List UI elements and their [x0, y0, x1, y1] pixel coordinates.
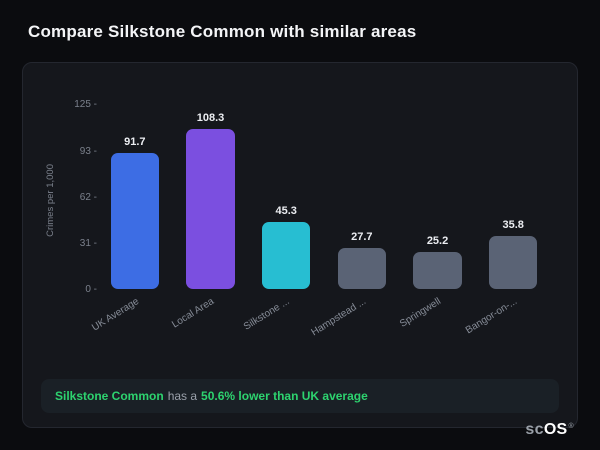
y-tick-label: 0 -	[85, 284, 97, 295]
bar-value-label: 35.8	[502, 219, 524, 232]
bar-value-label: 91.7	[124, 136, 146, 149]
y-axis-title-wrap: Crimes per 1,000	[45, 108, 56, 293]
scos-logo: scOS®	[525, 421, 574, 439]
page-title: Compare Silkstone Common with similar ar…	[28, 22, 417, 41]
chart-card: Crimes per 1,000 0 - 31 - 62 - 93 - 125 - 91…	[22, 62, 578, 428]
y-tick-label: 31 -	[79, 238, 97, 250]
bar-group: 45.3 Silkstone ...	[242, 104, 318, 333]
bar-group: 108.3 Local Area	[170, 104, 243, 330]
bar-value-label: 108.3	[196, 111, 225, 124]
bar-group: 27.7 Hampstead ...	[309, 104, 394, 338]
bar-value-label: 25.2	[426, 234, 449, 247]
x-axis-label: Bangor-on-...	[463, 296, 520, 337]
bar[interactable]	[110, 153, 160, 289]
bar-value-label: 45.3	[275, 204, 297, 217]
bar-group: 25.2 Springwell	[398, 104, 470, 330]
summary-stat: 50.6% lower than UK average	[201, 389, 368, 403]
summary-connector: has a	[167, 389, 198, 403]
summary-area-name: Silkstone Common	[55, 389, 164, 403]
x-axis-label: Local Area	[170, 296, 217, 331]
summary-banner: Silkstone Common has a 50.6% lower than …	[41, 379, 559, 413]
bar[interactable]	[186, 128, 235, 289]
bar-value-label: 27.7	[351, 231, 373, 244]
bar[interactable]	[413, 251, 462, 289]
logo-suffix: OS	[543, 421, 568, 438]
bar[interactable]	[337, 248, 387, 289]
y-tick-label: 62 -	[79, 192, 97, 204]
x-axis-label: UK Average	[89, 296, 141, 334]
y-axis-title: Crimes per 1,000	[45, 164, 56, 237]
bars-row: 91.7 UK Average 108.3 Local Area 45.3 Silksto…	[90, 104, 551, 338]
x-axis-label: Springwell	[398, 296, 444, 330]
y-tick-label: 93 -	[79, 146, 97, 158]
y-tick-label: 125 -	[74, 99, 97, 110]
registered-mark-icon: ®	[568, 422, 574, 430]
x-axis-label: Silkstone ...	[242, 296, 293, 333]
bar-group: 91.7 UK Average	[90, 104, 167, 334]
bar[interactable]	[261, 221, 311, 289]
bar[interactable]	[489, 236, 538, 289]
logo-prefix: sc	[525, 421, 544, 438]
x-axis-label: Hampstead ...	[309, 296, 368, 339]
y-axis-ticks: 0 - 31 - 62 - 93 - 125 -	[59, 99, 97, 295]
bar-group: 35.8 Bangor-on-...	[464, 104, 545, 336]
